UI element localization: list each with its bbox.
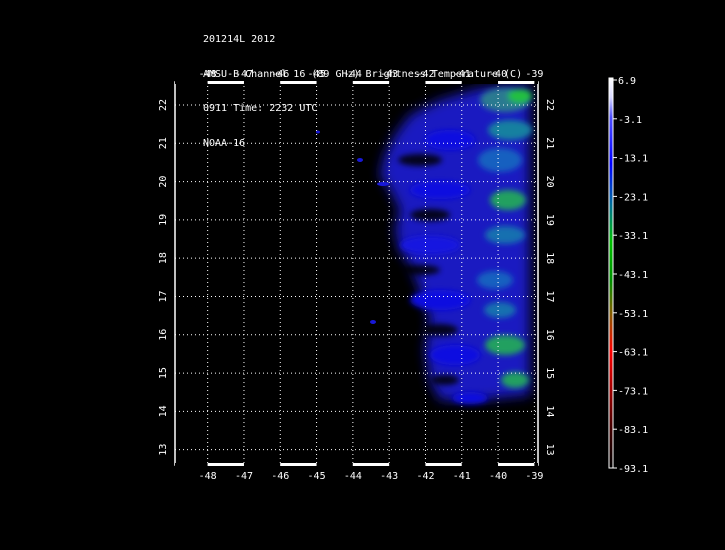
lon-label-top: -45 [308,69,326,80]
longitude-labels-top: -48 -47 -46 -45 -44 -43 -42 -41 -40 -39 [199,69,544,80]
colorbar-label: -93.1 [618,464,648,475]
lon-label-bottom: -46 [271,471,289,482]
lon-label-bottom: -48 [199,471,217,482]
border-bar-bottom [316,463,353,466]
colorbar-label: -83.1 [618,425,648,436]
colorbar-label: -33.1 [618,231,648,242]
lon-label-top: -39 [525,69,543,80]
lat-label-left: 19 [158,214,169,226]
lon-label-top: -42 [416,69,434,80]
lon-label-bottom: -45 [308,471,326,482]
border-bar-bottom [425,463,462,466]
border-bar-bottom [498,463,535,466]
border-bar-bottom [461,463,499,466]
lat-label-right: 20 [544,176,555,188]
lat-label-left: 17 [158,290,169,302]
lon-label-bottom: -41 [453,471,471,482]
lat-label-left: 20 [158,176,169,188]
colorbar-label: -13.1 [618,154,648,165]
title-product: AMSU-B Channel 16 (89 GHz) Brightness Te… [203,68,523,80]
lon-label-bottom: -40 [489,471,507,482]
lat-label-right: 15 [544,367,555,379]
colorbar: 6.9 -3.1 -13.1 -23.1 -33.1 -43.1 -53.1 -63.1 -73… [608,76,648,475]
lon-label-top: -47 [235,69,253,80]
border-bar-top [461,81,499,84]
lat-label-left: 16 [158,329,169,341]
border-bar-top [207,81,244,84]
lon-label-bottom: -47 [235,471,253,482]
border-bar-top [280,81,317,84]
border-bar-bottom [280,463,317,466]
colorbar-label: -23.1 [618,192,648,203]
lat-label-left: 21 [158,137,169,149]
lon-label-top: -41 [453,69,471,80]
lat-label-right: 17 [544,290,555,302]
lat-label-left: 13 [158,444,169,456]
lat-label-right: 18 [544,252,555,264]
lon-label-top: -40 [489,69,507,80]
title-block: 201214L 2012 AMSU-B Channel 16 (89 GHz) … [203,11,522,161]
border-bar-bottom [207,463,244,466]
title-satellite: NOAA-16 [203,137,246,149]
border-bar-top [243,81,281,84]
border-bar-top [498,81,535,84]
longitude-labels-bottom: -48 -47 -46 -45 -44 -43 -42 -41 -40 -39 [199,471,544,482]
border-bar-top [425,81,462,84]
lat-label-right: 16 [544,329,555,341]
lat-label-right: 21 [544,137,555,149]
lat-label-left: 22 [158,99,169,111]
lon-label-bottom: -39 [525,471,543,482]
lon-label-bottom: -42 [416,471,434,482]
lat-label-right: 14 [544,405,555,417]
border-bar-bottom [175,463,208,466]
lon-label-bottom: -44 [344,471,362,482]
colorbar-label: -3.1 [618,115,642,126]
colorbar-label: -43.1 [618,270,648,281]
lon-label-bottom: -43 [380,471,398,482]
lat-label-right: 19 [544,214,555,226]
border-bar-top [352,81,390,84]
latitude-labels-left: 22 21 20 19 18 17 16 15 14 13 [158,99,169,456]
lat-label-left: 18 [158,252,169,264]
border-bar-bottom [389,463,426,466]
border-bar-top [175,81,208,84]
lat-label-right: 22 [544,99,555,111]
border-bar-top [389,81,426,84]
title-date: 201214L 2012 [203,34,276,45]
lat-label-left: 14 [158,405,169,417]
border-bar-bottom [352,463,390,466]
map-gridlines [175,82,538,465]
lon-label-top: -46 [271,69,289,80]
colorbar-label: -53.1 [618,309,648,320]
latitude-labels-right: 22 21 20 19 18 17 16 15 14 13 [544,99,555,456]
lon-label-top: -43 [380,69,398,80]
border-bar-top [316,81,353,84]
colorbar-label: -63.1 [618,348,648,359]
border-bar-top [534,81,538,84]
border-bar-bottom [534,463,538,466]
colorbar-scale [608,77,614,469]
lat-label-left: 15 [158,367,169,379]
lon-label-top: -44 [344,69,362,80]
title-time: 0911 Time: 2232 UTC [203,103,318,114]
lat-label-right: 13 [544,444,555,456]
map-border-scale [175,81,538,466]
brightness-temperature-imagery [316,84,532,404]
lon-label-top: -48 [199,69,217,80]
border-bar-bottom [243,463,281,466]
colorbar-label: -73.1 [618,386,648,397]
colorbar-label: 6.9 [618,76,636,87]
colorbar-labels: 6.9 -3.1 -13.1 -23.1 -33.1 -43.1 -53.1 -63.1 -73… [613,76,648,475]
